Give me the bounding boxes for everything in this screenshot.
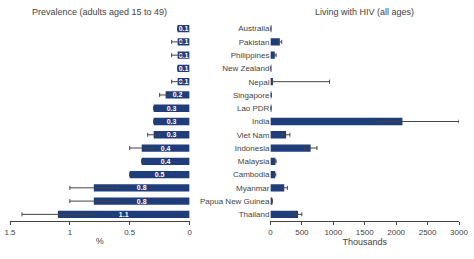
- svg-text:1.1: 1.1: [119, 211, 129, 218]
- svg-text:Nepal: Nepal: [249, 78, 270, 87]
- svg-text:0.8: 0.8: [137, 198, 147, 205]
- svg-text:0.2: 0.2: [173, 91, 183, 98]
- svg-text:500: 500: [295, 228, 309, 237]
- svg-text:2500: 2500: [419, 228, 437, 237]
- svg-text:0.8: 0.8: [137, 184, 147, 191]
- svg-text:Papua New Guinea: Papua New Guinea: [200, 197, 270, 206]
- svg-text:1: 1: [68, 228, 73, 237]
- svg-text:Pakistan: Pakistan: [239, 38, 270, 47]
- svg-text:0.3: 0.3: [167, 105, 177, 112]
- svg-text:0.1: 0.1: [179, 38, 189, 45]
- svg-text:Malaysia: Malaysia: [238, 157, 270, 166]
- svg-text:0.4: 0.4: [161, 145, 171, 152]
- svg-text:0.1: 0.1: [179, 52, 189, 59]
- svg-text:Viet Nam: Viet Nam: [237, 131, 270, 140]
- svg-text:1000: 1000: [324, 228, 342, 237]
- svg-text:New Zealand: New Zealand: [222, 64, 269, 73]
- svg-text:Prevalence (adults aged 15 to: Prevalence (adults aged 15 to 49): [32, 7, 167, 17]
- svg-text:Singapore: Singapore: [233, 91, 270, 100]
- svg-text:0.1: 0.1: [179, 78, 189, 85]
- svg-text:India: India: [252, 117, 270, 126]
- svg-text:2000: 2000: [387, 228, 405, 237]
- svg-text:0.5: 0.5: [124, 228, 136, 237]
- svg-text:0.4: 0.4: [161, 158, 171, 165]
- svg-text:Living with HIV (all ages): Living with HIV (all ages): [315, 7, 414, 17]
- svg-text:Indonesia: Indonesia: [235, 144, 270, 153]
- svg-text:1.5: 1.5: [4, 228, 16, 237]
- svg-text:0.1: 0.1: [179, 25, 189, 32]
- svg-text:0.3: 0.3: [167, 118, 177, 125]
- svg-text:0: 0: [268, 228, 273, 237]
- svg-text:Australia: Australia: [238, 24, 270, 33]
- svg-text:Thailand: Thailand: [239, 210, 270, 219]
- svg-text:%: %: [96, 236, 104, 246]
- svg-text:1500: 1500: [356, 228, 374, 237]
- svg-text:3000: 3000: [450, 228, 468, 237]
- svg-text:Cambodia: Cambodia: [233, 170, 270, 179]
- svg-text:Myanmar: Myanmar: [236, 184, 270, 193]
- svg-text:0.3: 0.3: [167, 131, 177, 138]
- svg-text:0.1: 0.1: [179, 65, 189, 72]
- svg-text:0.5: 0.5: [155, 171, 165, 178]
- svg-text:0: 0: [187, 228, 192, 237]
- svg-text:Thousands: Thousands: [342, 237, 387, 247]
- svg-text:Lao PDR: Lao PDR: [237, 104, 270, 113]
- svg-text:Philippines: Philippines: [231, 51, 270, 60]
